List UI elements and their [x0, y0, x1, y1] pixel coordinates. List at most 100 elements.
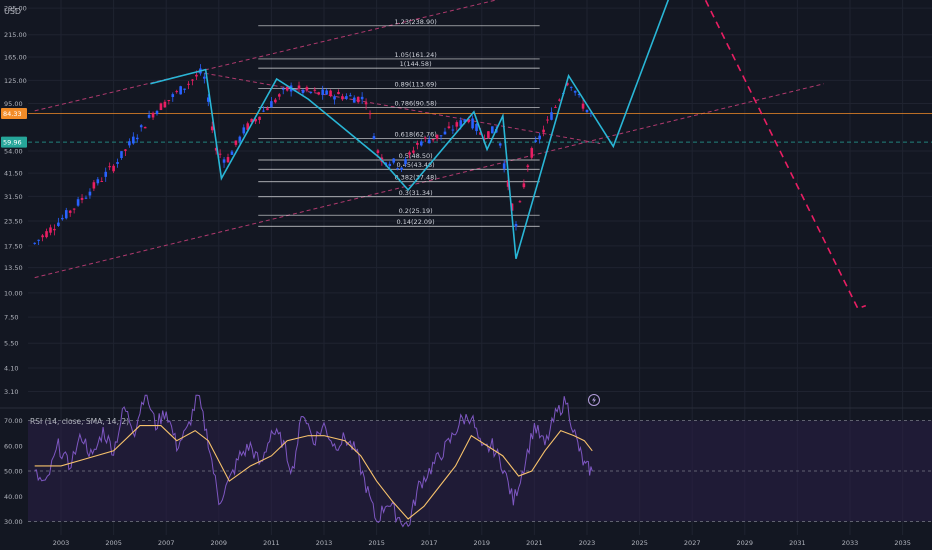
candle-body [522, 183, 526, 188]
axis-labels: 395.00295.00215.00165.00125.0095.0054.00… [4, 5, 911, 547]
candle-body [84, 197, 88, 199]
candle-body [108, 166, 111, 168]
candle-body [155, 111, 159, 115]
candle-body [538, 135, 541, 140]
candle-body [337, 92, 340, 95]
candle-body [372, 136, 376, 140]
y-tick-label: 4.10 [4, 364, 18, 372]
candle-body [534, 140, 538, 142]
candle-body [506, 180, 510, 187]
candle-body [33, 242, 36, 244]
candle-body [112, 165, 115, 172]
candle-body [64, 210, 68, 219]
rsi-lines [34, 394, 593, 528]
candle-body [396, 168, 399, 170]
rsi-tick-label: 30.00 [4, 518, 23, 526]
horizontal-price-lines [28, 112, 932, 143]
candle-body [542, 129, 545, 133]
candle-body [420, 141, 423, 146]
candle-body [61, 217, 64, 220]
candle-body [455, 122, 459, 127]
candle-body [80, 197, 84, 200]
fib-level-label: 0.14(22.09) [397, 218, 435, 226]
channel-line [34, 83, 824, 279]
candle-body [376, 150, 380, 153]
rsi-tick-label: 60.00 [4, 442, 23, 450]
fib-level-label: 0.89(113.69) [394, 80, 436, 88]
rsi-ma-line [34, 424, 593, 520]
candle-body [589, 112, 593, 114]
candle-body [128, 141, 131, 146]
candle-body [423, 137, 427, 139]
y-tick-label: 5.50 [4, 340, 18, 348]
candle-body [210, 126, 214, 131]
candle-body [554, 106, 557, 108]
candle-body [498, 143, 502, 146]
candle-body [72, 208, 76, 210]
candle-body [167, 100, 171, 102]
channel-line [34, 0, 499, 112]
y-tick-label: 23.50 [4, 218, 23, 226]
candle-body [321, 89, 324, 95]
x-tick-label: 2029 [737, 539, 754, 547]
candle-body [329, 90, 332, 97]
fib-level-label: 0.2(25.19) [399, 207, 433, 215]
candle-body [179, 86, 182, 95]
candle-body [183, 88, 186, 90]
fib-level-label: 0.618(62.76) [394, 130, 436, 138]
candle-body [281, 88, 285, 90]
candle-body [124, 149, 127, 151]
forecast-projection [704, 0, 867, 310]
x-tick-label: 2015 [368, 539, 385, 547]
fibonacci-levels: 1.618(557.52)1.38(331.52)1.23(238.90)1.0… [258, 18, 540, 227]
candle-body [491, 126, 494, 134]
candle-body [132, 136, 135, 144]
candle-body [163, 101, 167, 108]
candle-body [191, 79, 194, 81]
candle-body [214, 147, 218, 151]
candle-body [147, 114, 151, 118]
fib-level-label: 1.23(238.90) [394, 18, 436, 26]
candle-body [463, 119, 467, 123]
candle-body [546, 119, 549, 121]
y-tick-label: 7.50 [4, 314, 18, 322]
y-tick-label: 295.00 [4, 5, 27, 13]
fib-level-label: 1(144.58) [400, 60, 432, 68]
y-tick-label: 54.00 [4, 147, 23, 155]
candle-body [404, 159, 407, 165]
rsi-title: RSI (14, close, SMA, 14, 2) [30, 417, 129, 426]
price-badge [1, 136, 27, 148]
candle-body [364, 102, 368, 105]
candle-body [262, 110, 265, 112]
x-tick-label: 2007 [158, 539, 175, 547]
y-tick-label: 31.50 [4, 193, 23, 201]
x-tick-label: 2017 [421, 539, 438, 547]
x-tick-label: 2023 [579, 539, 596, 547]
candle-body [171, 94, 175, 98]
candle-body [392, 158, 395, 163]
zigzag-pattern [150, 0, 670, 260]
candle-body [459, 120, 463, 127]
x-tick-label: 2011 [263, 539, 280, 547]
candle-body [143, 126, 147, 129]
currency-label: USD [4, 7, 21, 16]
candle-body [581, 103, 585, 109]
fib-level-label: 0.382(37.48) [394, 174, 436, 182]
fib-level-label: 1.05(161.24) [394, 51, 436, 59]
candle-body [317, 92, 321, 95]
candle-body [218, 153, 222, 155]
candle-body [104, 171, 108, 177]
lightning-icon[interactable] [588, 394, 600, 406]
candle-body [305, 87, 309, 91]
candle-body [550, 112, 553, 120]
candle-body [530, 148, 534, 158]
candle-body [116, 162, 119, 164]
y-tick-label: 125.00 [4, 77, 27, 85]
candle-body [475, 123, 478, 132]
candle-body [254, 119, 257, 122]
candle-body [301, 89, 305, 93]
candle-body [483, 138, 486, 140]
candle-body [120, 151, 123, 159]
